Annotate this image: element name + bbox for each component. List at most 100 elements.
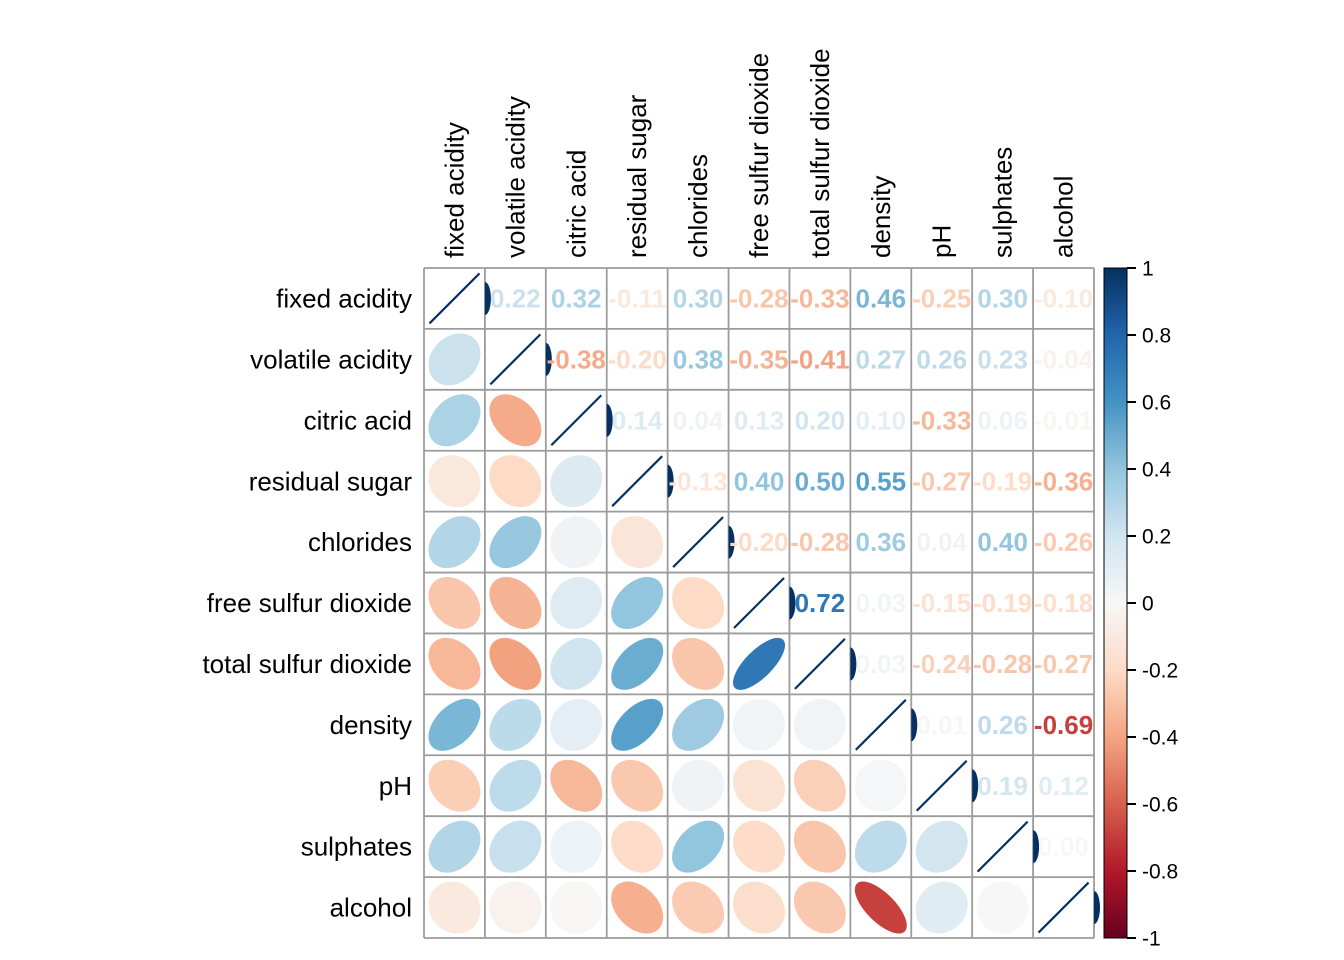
correlation-ellipse bbox=[489, 698, 542, 751]
correlation-ellipse bbox=[976, 881, 1029, 934]
correlation-ellipse bbox=[428, 333, 481, 386]
diagonal-line bbox=[611, 455, 663, 507]
correlation-value: -0.28 bbox=[729, 284, 788, 314]
correlation-ellipse bbox=[550, 759, 603, 812]
column-label: free sulfur dioxide bbox=[744, 53, 774, 258]
diagonal-line bbox=[550, 394, 603, 447]
correlation-ellipse bbox=[611, 698, 664, 751]
colorbar bbox=[1103, 267, 1128, 939]
correlation-ellipse bbox=[550, 881, 603, 934]
row-label: total sulfur dioxide bbox=[202, 649, 412, 679]
column-label: total sulfur dioxide bbox=[805, 48, 835, 258]
column-label: density bbox=[866, 176, 896, 258]
correlation-ellipse bbox=[611, 881, 664, 934]
correlation-ellipse bbox=[732, 637, 786, 690]
colorbar-tick-label: 0.8 bbox=[1142, 324, 1171, 347]
correlation-value: 0.46 bbox=[856, 284, 907, 314]
correlation-ellipse bbox=[915, 881, 968, 934]
correlation-value: 0.23 bbox=[977, 344, 1028, 374]
correlation-ellipse bbox=[428, 394, 481, 447]
correlation-ellipse bbox=[672, 576, 725, 630]
correlation-ellipse bbox=[550, 820, 603, 873]
correlation-ellipse bbox=[489, 637, 542, 690]
correlation-ellipse bbox=[672, 637, 725, 690]
colorbar-tick-label: -1 bbox=[1142, 927, 1161, 950]
correlation-value: 0.40 bbox=[734, 466, 785, 496]
correlation-value: 0.72 bbox=[795, 588, 846, 618]
correlation-value: 0.04 bbox=[916, 527, 967, 557]
correlation-ellipse bbox=[428, 820, 481, 873]
correlation-value: -0.28 bbox=[973, 649, 1032, 679]
diagonal-line bbox=[428, 272, 481, 325]
column-label: sulphates bbox=[988, 147, 1018, 258]
correlation-ellipse bbox=[793, 881, 846, 934]
correlation-value: -0.36 bbox=[1034, 466, 1093, 496]
correlation-ellipse bbox=[428, 455, 481, 508]
diag-marker bbox=[667, 464, 674, 498]
column-label: chlorides bbox=[683, 154, 713, 258]
correlation-ellipse bbox=[672, 881, 725, 934]
correlation-value: 0.13 bbox=[734, 405, 785, 435]
correlation-ellipse bbox=[611, 516, 664, 569]
column-label: citric acid bbox=[561, 150, 591, 258]
column-label: pH bbox=[927, 225, 957, 258]
correlation-ellipse bbox=[489, 881, 542, 934]
correlation-value: 0.12 bbox=[1038, 771, 1089, 801]
correlation-value: -0.33 bbox=[790, 284, 849, 314]
correlation-value: 0.40 bbox=[977, 527, 1028, 557]
correlation-value: -0.19 bbox=[973, 588, 1032, 618]
row-label: volatile acidity bbox=[250, 344, 412, 374]
diag-marker bbox=[972, 769, 979, 803]
correlation-value: 0.10 bbox=[856, 405, 907, 435]
correlation-value: -0.11 bbox=[608, 284, 666, 314]
correlation-ellipse bbox=[793, 820, 846, 873]
column-label: fixed acidity bbox=[439, 122, 469, 258]
correlation-value: 0.27 bbox=[856, 344, 907, 374]
correlation-value: 0.26 bbox=[977, 710, 1028, 740]
correlation-value: -0.69 bbox=[1034, 710, 1093, 740]
correlation-value: -0.04 bbox=[1034, 344, 1094, 374]
diag-marker bbox=[789, 586, 796, 620]
correlation-ellipse bbox=[733, 881, 785, 934]
correlation-value: -0.28 bbox=[790, 527, 849, 557]
diagonal-line bbox=[915, 759, 968, 812]
correlation-value: 0.50 bbox=[795, 466, 846, 496]
correlation-value: 0.30 bbox=[977, 284, 1028, 314]
diag-marker bbox=[484, 281, 491, 315]
correlation-ellipse bbox=[915, 820, 968, 873]
correlation-ellipse bbox=[732, 698, 786, 751]
correlation-ellipse bbox=[793, 698, 846, 751]
colorbar-tick-label: 1 bbox=[1142, 257, 1154, 280]
correlation-value: 0.06 bbox=[977, 405, 1028, 435]
diagonal-line bbox=[672, 516, 724, 568]
correlation-ellipse bbox=[489, 394, 542, 447]
correlation-value: 0.26 bbox=[916, 344, 967, 374]
correlation-value: -0.10 bbox=[1034, 284, 1093, 314]
correlation-ellipse bbox=[428, 637, 481, 690]
correlation-value: -0.26 bbox=[1034, 527, 1093, 557]
correlation-value: -0.20 bbox=[729, 527, 788, 557]
colorbar-tick-label: 0 bbox=[1142, 592, 1154, 615]
correlation-ellipse bbox=[611, 637, 664, 690]
row-label: fixed acidity bbox=[276, 284, 412, 314]
column-label: volatile acidity bbox=[500, 96, 530, 258]
diag-marker bbox=[1033, 830, 1040, 864]
correlation-value: -0.24 bbox=[912, 649, 972, 679]
correlation-value: 0.03 bbox=[856, 588, 907, 618]
row-label: chlorides bbox=[308, 527, 412, 557]
correlation-value: 0.00 bbox=[1038, 832, 1089, 862]
correlation-value: -0.27 bbox=[912, 466, 971, 496]
correlation-ellipse bbox=[733, 820, 785, 873]
colorbar-tick-label: -0.6 bbox=[1142, 793, 1178, 816]
correlation-value: -0.18 bbox=[1034, 588, 1093, 618]
colorbar-tick-label: 0.4 bbox=[1142, 458, 1172, 481]
correlation-ellipse bbox=[428, 516, 481, 569]
correlation-ellipse bbox=[854, 759, 907, 812]
diag-marker bbox=[606, 403, 613, 437]
correlation-value: 0.36 bbox=[856, 527, 907, 557]
correlation-value: -0.38 bbox=[547, 344, 606, 374]
colorbar-tick-label: -0.4 bbox=[1142, 726, 1179, 749]
row-label: density bbox=[330, 710, 412, 740]
correlation-ellipse bbox=[550, 455, 603, 508]
